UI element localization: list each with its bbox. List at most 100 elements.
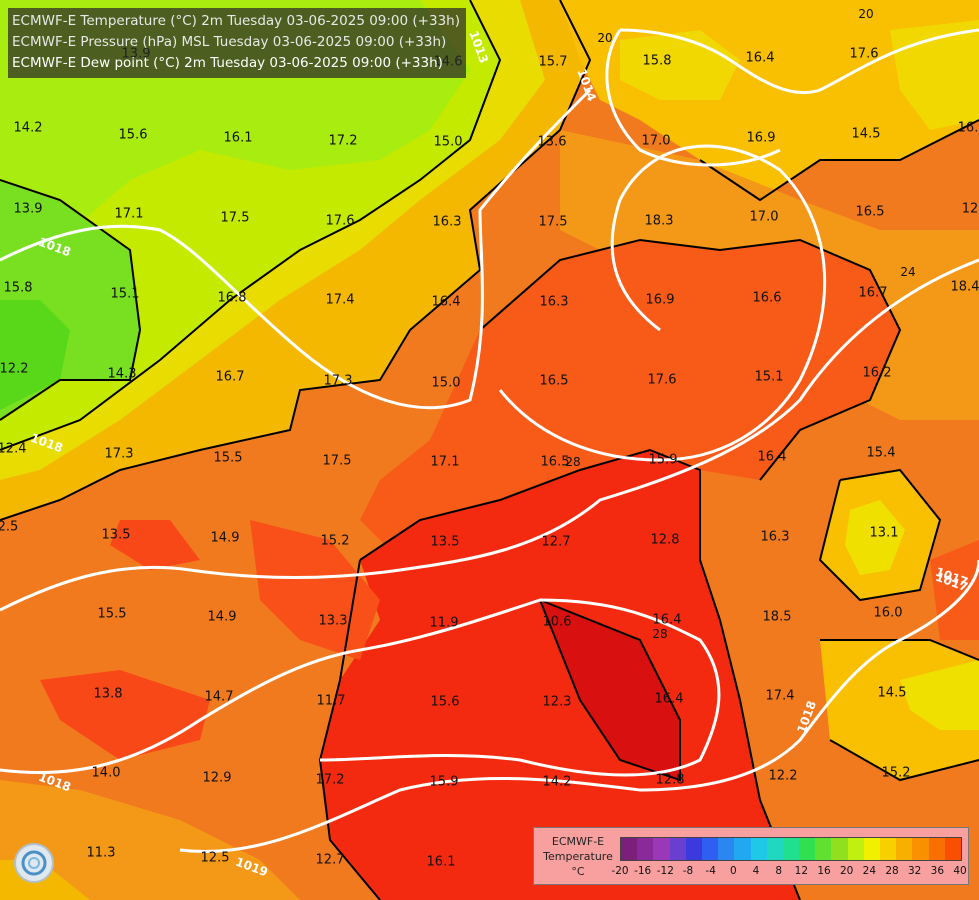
legend-tick: -12 <box>656 865 674 877</box>
dewpoint-value: 14.9 <box>207 609 237 625</box>
legend-swatch <box>637 838 654 860</box>
dewpoint-value: 13.6 <box>537 134 567 150</box>
dewpoint-value: 14.9 <box>210 530 240 546</box>
dewpoint-value: 17.2 <box>328 133 358 149</box>
dewpoint-value: 17.1 <box>430 454 460 470</box>
dewpoint-value: 11.3 <box>86 845 116 861</box>
dewpoint-value: 16.0 <box>873 605 903 621</box>
dewpoint-value: 12.7 <box>541 534 571 550</box>
dewpoint-value: 16.4 <box>431 294 461 310</box>
dewpoint-value: 17.4 <box>325 292 355 308</box>
dewpoint-value: 16.3 <box>760 529 790 545</box>
legend-swatch <box>750 838 767 860</box>
dewpoint-value: 17.6 <box>325 213 355 229</box>
dewpoint-value: 13.5 <box>430 534 460 550</box>
dewpoint-value: 17.2 <box>315 772 345 788</box>
dewpoint-value: 12.8 <box>650 532 680 548</box>
legend-ticks: -20 -16 -12 -8 -4 0 4 8 12 16 20 24 28 32 36 40 <box>611 865 966 879</box>
dewpoint-value: 16.3 <box>539 294 569 310</box>
dewpoint-value: 14.5 <box>851 126 881 142</box>
legend-tick: -16 <box>634 865 652 877</box>
dewpoint-value: 10.6 <box>542 614 572 630</box>
dewpoint-value: 13.3 <box>318 613 348 629</box>
legend-swatch <box>766 838 783 860</box>
dewpoint-value: 16.9 <box>645 292 675 308</box>
legend-color-bar <box>620 837 962 861</box>
dewpoint-value: 15.9 <box>429 774 459 790</box>
header-pressure[interactable]: ECMWF-E Pressure (hPa) MSL Tuesday 03-06… <box>12 34 447 50</box>
dewpoint-value: 16.3 <box>432 214 462 230</box>
dewpoint-value: 15.7 <box>538 54 568 70</box>
dewpoint-value: 16.4 <box>654 691 684 707</box>
dewpoint-value: 14.3 <box>107 366 137 382</box>
legend-tick: 24 <box>862 865 877 877</box>
isotherm-value: 28 <box>652 627 668 641</box>
ecmwf-logo-icon <box>14 843 54 883</box>
dewpoint-value: 16.4 <box>652 612 682 628</box>
dewpoint-value: 15.0 <box>433 134 463 150</box>
dewpoint-value: 12.9 <box>202 770 232 786</box>
legend-tick: 28 <box>885 865 899 877</box>
dewpoint-value: 17.4 <box>765 688 795 704</box>
legend-tick: 32 <box>907 865 922 877</box>
dewpoint-value: 14.2 <box>13 120 43 136</box>
temperature-legend: ECMWF-E Temperature °C -20 -16 -12 -8 -4 0 4 8 1… <box>533 827 969 885</box>
dewpoint-value: 14.5 <box>877 685 907 701</box>
legend-tick: -8 <box>682 865 694 877</box>
dewpoint-value: 16.5 <box>540 454 570 470</box>
dewpoint-value: 11.7 <box>316 693 346 709</box>
dewpoint-value: 11.9 <box>429 615 459 631</box>
dewpoint-value: 13.8 <box>93 686 123 702</box>
dewpoint-value: 18.3 <box>644 213 674 229</box>
dewpoint-value: 17.5 <box>322 453 352 469</box>
dewpoint-value: 16.1 <box>223 130 253 146</box>
dewpoint-value: 18.4 <box>950 279 979 295</box>
legend-swatch <box>912 838 929 860</box>
dewpoint-value: 15.4 <box>866 445 896 461</box>
isotherm-value: 24 <box>900 265 916 279</box>
legend-title: ECMWF-E Temperature °C <box>538 834 618 879</box>
legend-tick: 8 <box>775 865 782 877</box>
dewpoint-value: 15.0 <box>431 375 461 391</box>
dewpoint-value: 2.5 <box>0 519 19 535</box>
dewpoint-value: 18.5 <box>762 609 792 625</box>
dewpoint-value: 13.5 <box>101 527 131 543</box>
map-header: ECMWF-E Temperature (°C) 2m Tuesday 03-0… <box>8 8 466 78</box>
legend-title-line3: °C <box>571 865 585 878</box>
legend-title-line2: Temperature <box>543 850 613 863</box>
header-temperature[interactable]: ECMWF-E Temperature (°C) 2m Tuesday 03-0… <box>12 13 460 29</box>
legend-swatch <box>701 838 719 860</box>
legend-tick: 36 <box>930 865 945 877</box>
legend-swatch <box>831 838 848 860</box>
dewpoint-value: 16.7 <box>858 285 888 301</box>
dewpoint-value: 12.7 <box>315 852 345 868</box>
dewpoint-value: 16.8 <box>217 290 247 306</box>
dewpoint-value: 16.1 <box>426 854 456 870</box>
dewpoint-value: 15.8 <box>3 280 33 296</box>
dewpoint-value: 14.0 <box>91 765 121 781</box>
dewpoint-value: 12.2 <box>768 768 798 784</box>
legend-swatch <box>944 838 961 860</box>
dewpoint-value: 14.7 <box>204 689 234 705</box>
dewpoint-value: 17.5 <box>220 210 250 226</box>
dewpoint-value: 17.1 <box>114 206 144 222</box>
legend-swatch <box>815 838 832 860</box>
dewpoint-value: 16. <box>957 120 979 136</box>
dewpoint-value: 16.6 <box>752 290 782 306</box>
legend-swatch <box>896 838 913 860</box>
dewpoint-value: 15.9 <box>648 452 678 468</box>
legend-tick: -20 <box>611 865 629 877</box>
legend-swatch <box>669 838 686 860</box>
legend-title-line1: ECMWF-E <box>551 835 605 848</box>
dewpoint-value: 15.2 <box>881 765 911 781</box>
dewpoint-value: 16.5 <box>539 373 569 389</box>
header-dewpoint[interactable]: ECMWF-E Dew point (°C) 2m Tuesday 03-06-… <box>12 55 443 71</box>
dewpoint-value: 16.2 <box>862 365 892 381</box>
dewpoint-value: 17.3 <box>323 373 353 389</box>
dewpoint-value: 17.3 <box>104 446 134 462</box>
dewpoint-value: 15.5 <box>97 606 127 622</box>
dewpoint-value: 15.1 <box>110 286 140 302</box>
dewpoint-value: 17.5 <box>538 214 568 230</box>
